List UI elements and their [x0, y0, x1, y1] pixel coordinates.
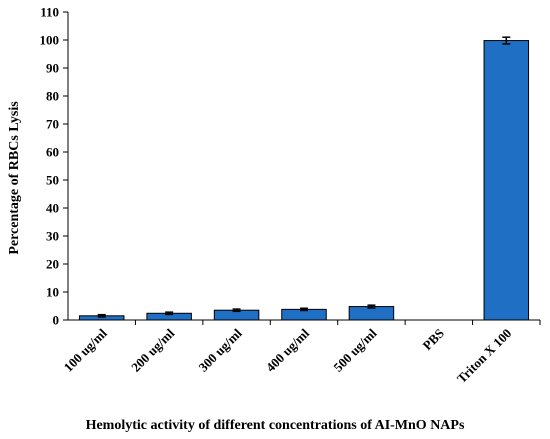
y-tick-label: 100	[40, 33, 60, 48]
y-axis-ticks: 0 10 20 30 40 50 60 70 80 90 100 110	[40, 5, 68, 328]
x-tick-label: 100 ug/ml	[61, 325, 110, 374]
error-bars	[97, 36, 511, 318]
x-tick-label: 300 ug/ml	[196, 325, 245, 374]
y-tick-label: 70	[46, 117, 59, 132]
bars	[78, 40, 530, 321]
y-tick-label: 60	[46, 145, 59, 160]
x-tick-label: 500 ug/ml	[330, 325, 379, 374]
y-tick-label: 10	[46, 285, 59, 300]
x-tick-label: 200 ug/ml	[128, 325, 177, 374]
y-tick-label: 50	[46, 173, 59, 188]
x-tick-label: Triton X 100	[454, 326, 514, 386]
y-tick-label: 110	[40, 5, 59, 20]
x-axis-title: Hemolytic activity of different concentr…	[86, 418, 465, 433]
x-axis-tick-labels: 100 ug/ml 200 ug/ml 300 ug/ml 400 ug/ml 500 …	[61, 320, 541, 386]
x-tick-label: PBS	[420, 326, 447, 353]
y-tick-label: 90	[46, 61, 59, 76]
x-tick-label: 400 ug/ml	[263, 325, 312, 374]
y-axis-title: Percentage of RBCs Lysis	[7, 101, 22, 255]
y-tick-label: 0	[53, 313, 60, 328]
y-tick-label: 20	[46, 257, 59, 272]
y-tick-label: 80	[46, 89, 59, 104]
y-tick-label: 30	[46, 229, 59, 244]
y-tick-label: 40	[46, 201, 59, 216]
bar	[483, 40, 530, 321]
